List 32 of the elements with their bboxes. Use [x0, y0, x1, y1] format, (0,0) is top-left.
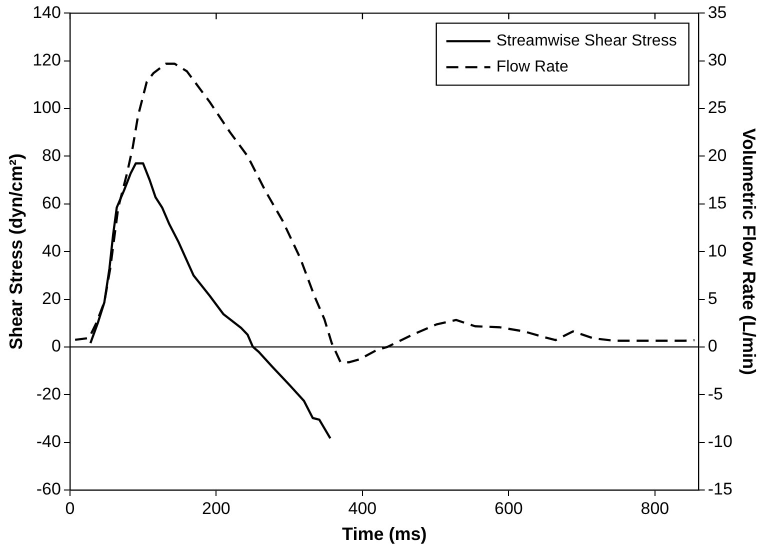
- y2-tick-label: 15: [708, 194, 727, 213]
- x-tick-label: 200: [202, 498, 230, 518]
- y2-tick-label: 10: [708, 241, 727, 260]
- y2-tick-label: 5: [708, 288, 718, 308]
- y2-axis-title: Volumetric Flow Rate (L/min): [739, 128, 760, 375]
- y2-tick-label: 0: [708, 336, 718, 356]
- y-tick-label: -20: [36, 384, 61, 404]
- legend-label: Flow Rate: [496, 58, 568, 76]
- y2-tick-label: -10: [708, 432, 732, 452]
- y-tick-label: 40: [42, 241, 61, 260]
- y-tick-label: 20: [42, 288, 61, 308]
- x-tick-label: 400: [348, 498, 377, 518]
- x-tick-label: 0: [65, 498, 75, 518]
- y2-tick-label: 20: [708, 146, 727, 165]
- y-tick-label: 140: [32, 2, 61, 22]
- legend-label: Streamwise Shear Stress: [496, 32, 677, 50]
- y-tick-label: 60: [42, 194, 61, 213]
- y2-tick-label: 30: [708, 50, 727, 70]
- y-tick-label: -40: [36, 432, 61, 452]
- y-axis-title: Shear Stress (dyn/cm²): [6, 154, 26, 350]
- y-tick-label: 100: [32, 98, 61, 118]
- y2-tick-label: 35: [708, 2, 727, 22]
- y2-tick-label: 25: [708, 98, 727, 118]
- y-tick-label: 120: [32, 50, 61, 70]
- x-tick-label: 600: [494, 498, 523, 518]
- y-tick-label: 0: [51, 336, 61, 356]
- y-tick-label: -60: [36, 480, 61, 499]
- x-tick-label: 800: [640, 498, 670, 518]
- y2-tick-label: -15: [708, 480, 732, 499]
- y2-tick-label: -5: [708, 384, 723, 404]
- y-tick-label: 80: [42, 146, 61, 165]
- x-axis-title: Time (ms): [342, 524, 427, 544]
